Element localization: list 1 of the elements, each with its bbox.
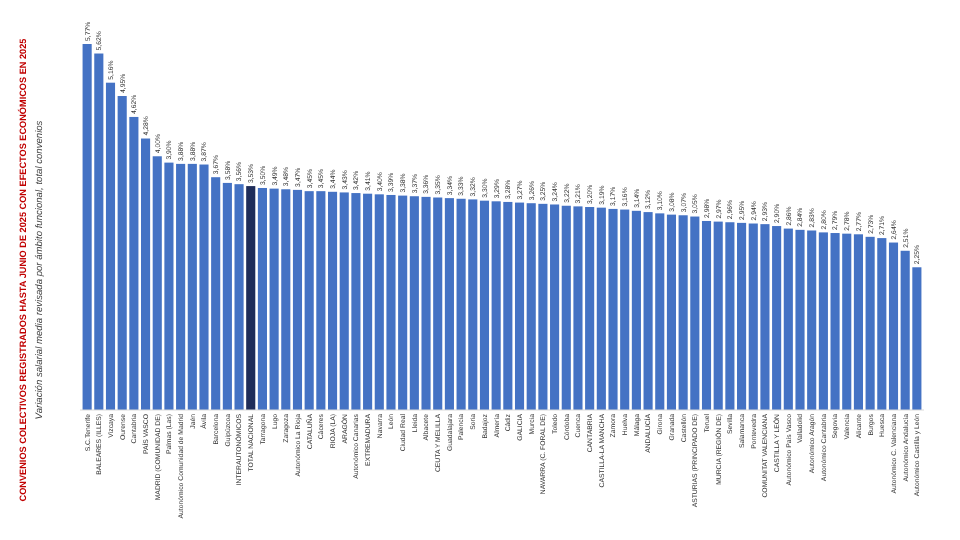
bar: [246, 186, 256, 410]
